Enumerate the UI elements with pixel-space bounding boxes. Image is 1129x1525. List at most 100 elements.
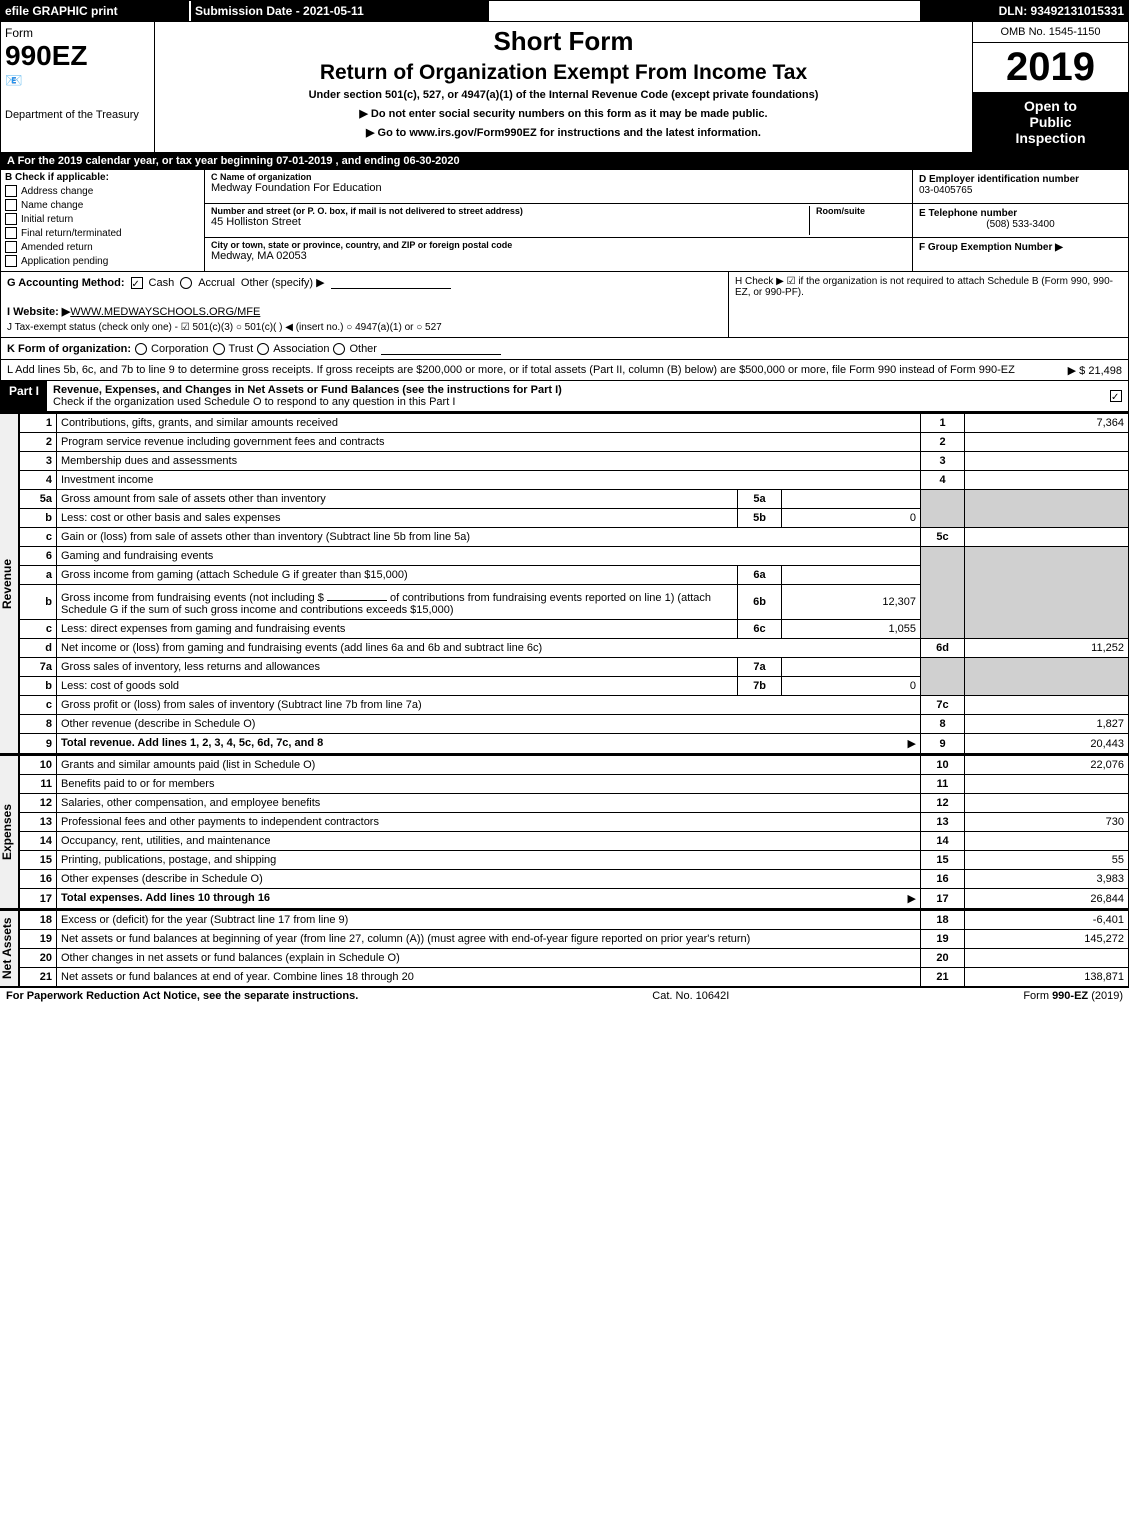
- revenue-side-label: Revenue: [0, 413, 19, 754]
- checkbox-application-pending[interactable]: [5, 255, 17, 267]
- line-2: 2Program service revenue including gover…: [20, 433, 1129, 452]
- checkbox-amended-return[interactable]: [5, 241, 17, 253]
- line-11: 11Benefits paid to or for members11: [20, 775, 1129, 794]
- d-label: D Employer identification number: [919, 174, 1122, 185]
- submission-date: Submission Date - 2021-05-11: [189, 1, 489, 21]
- line-6d: dNet income or (loss) from gaming and fu…: [20, 639, 1129, 658]
- line-12: 12Salaries, other compensation, and empl…: [20, 794, 1129, 813]
- row-gh: G Accounting Method: Cash Accrual Other …: [0, 272, 1129, 338]
- form-header: Form 990EZ 📧 Department of the Treasury …: [0, 22, 1129, 153]
- radio-association[interactable]: [257, 343, 269, 355]
- header-right: OMB No. 1545-1150 2019 Open to Public In…: [972, 22, 1128, 152]
- e-label: E Telephone number: [919, 208, 1122, 219]
- under-section: Under section 501(c), 527, or 4947(a)(1)…: [159, 89, 968, 101]
- tax-year: 2019: [973, 43, 1128, 92]
- box-c: C Name of organization Medway Foundation…: [205, 170, 912, 271]
- line-6: 6Gaming and fundraising events: [20, 547, 1129, 566]
- phone-value: (508) 533-3400: [919, 219, 1122, 230]
- row-k: K Form of organization: Corporation Trus…: [0, 338, 1129, 360]
- expenses-section: Expenses 10Grants and similar amounts pa…: [0, 754, 1129, 909]
- line-17: 17Total expenses. Add lines 10 through 1…: [20, 889, 1129, 909]
- checkbox-initial-return[interactable]: [5, 213, 17, 225]
- footer-right: Form 990-EZ (2019): [1023, 990, 1123, 1002]
- org-name: Medway Foundation For Education: [211, 182, 906, 194]
- line-5c: cGain or (loss) from sale of assets othe…: [20, 528, 1129, 547]
- g-label: G Accounting Method:: [7, 277, 125, 289]
- city-label: City or town, state or province, country…: [211, 240, 906, 250]
- l-text: L Add lines 5b, 6c, and 7b to line 9 to …: [7, 364, 1015, 376]
- line-7c: cGross profit or (loss) from sales of in…: [20, 696, 1129, 715]
- l-amount: ▶ $ 21,498: [1068, 364, 1122, 377]
- omb-number: OMB No. 1545-1150: [973, 22, 1128, 43]
- line-7a: 7aGross sales of inventory, less returns…: [20, 658, 1129, 677]
- other-specify-field[interactable]: [331, 276, 451, 289]
- checkbox-address-change[interactable]: [5, 185, 17, 197]
- line-14: 14Occupancy, rent, utilities, and mainte…: [20, 832, 1129, 851]
- f-label: F Group Exemption Number ▶: [919, 242, 1122, 253]
- i-label: I Website: ▶: [7, 306, 70, 318]
- website-link[interactable]: WWW.MEDWAYSCHOOLS.ORG/MFE: [70, 306, 260, 318]
- line-5a: 5aGross amount from sale of assets other…: [20, 490, 1129, 509]
- line-20: 20Other changes in net assets or fund ba…: [20, 949, 1129, 968]
- box-def: D Employer identification number 03-0405…: [912, 170, 1128, 271]
- no-ssn: ▶ Do not enter social security numbers o…: [159, 107, 968, 120]
- k-label: K Form of organization:: [7, 343, 131, 355]
- street-label: Number and street (or P. O. box, if mail…: [211, 206, 809, 216]
- c-label: C Name of organization: [211, 172, 906, 182]
- line-1: 1Contributions, gifts, grants, and simil…: [20, 414, 1129, 433]
- info-block: B Check if applicable: Address change Na…: [0, 170, 1129, 272]
- footer-center: Cat. No. 10642I: [652, 990, 729, 1002]
- top-bar: efile GRAPHIC print Submission Date - 20…: [0, 0, 1129, 22]
- netassets-side-label: Net Assets: [0, 910, 19, 987]
- expenses-side-label: Expenses: [0, 755, 19, 909]
- radio-corporation[interactable]: [135, 343, 147, 355]
- footer-left: For Paperwork Reduction Act Notice, see …: [6, 990, 358, 1002]
- footer: For Paperwork Reduction Act Notice, see …: [0, 987, 1129, 1004]
- box-b: B Check if applicable: Address change Na…: [1, 170, 205, 271]
- radio-trust[interactable]: [213, 343, 225, 355]
- line-16: 16Other expenses (describe in Schedule O…: [20, 870, 1129, 889]
- dln: DLN: 93492131015331: [920, 1, 1128, 21]
- line-3: 3Membership dues and assessments3: [20, 452, 1129, 471]
- radio-accrual[interactable]: [180, 277, 192, 289]
- line-18: 18Excess or (deficit) for the year (Subt…: [20, 911, 1129, 930]
- return-title: Return of Organization Exempt From Incom…: [159, 61, 968, 85]
- go-to-irs[interactable]: ▶ Go to www.irs.gov/Form990EZ for instru…: [159, 126, 968, 139]
- form-number: 990EZ: [5, 40, 150, 72]
- form-id-block: Form 990EZ 📧 Department of the Treasury: [1, 22, 155, 152]
- org-city: Medway, MA 02053: [211, 250, 906, 262]
- k-other-field[interactable]: [381, 342, 501, 355]
- line-21: 21Net assets or fund balances at end of …: [20, 968, 1129, 987]
- revenue-section: Revenue 1Contributions, gifts, grants, a…: [0, 412, 1129, 754]
- checkbox-cash[interactable]: [131, 277, 143, 289]
- box-h: H Check ▶ ☑ if the organization is not r…: [729, 272, 1128, 337]
- room-label: Room/suite: [816, 206, 906, 216]
- header-center: Short Form Return of Organization Exempt…: [155, 22, 972, 152]
- part1-header: Part I Revenue, Expenses, and Changes in…: [0, 381, 1129, 412]
- part1-label: Part I: [1, 381, 47, 411]
- checkbox-final-return[interactable]: [5, 227, 17, 239]
- line-13: 13Professional fees and other payments t…: [20, 813, 1129, 832]
- org-street: 45 Holliston Street: [211, 216, 809, 228]
- line-4: 4Investment income4: [20, 471, 1129, 490]
- j-line: J Tax-exempt status (check only one) - ☑…: [7, 322, 722, 333]
- line-19: 19Net assets or fund balances at beginni…: [20, 930, 1129, 949]
- dept-treasury: Department of the Treasury: [5, 109, 150, 121]
- row-l: L Add lines 5b, 6c, and 7b to line 9 to …: [0, 360, 1129, 381]
- part1-title: Revenue, Expenses, and Changes in Net As…: [53, 384, 562, 396]
- form-word: Form: [5, 26, 150, 40]
- line-8: 8Other revenue (describe in Schedule O)8…: [20, 715, 1129, 734]
- ein-value: 03-0405765: [919, 185, 1122, 196]
- efile-print[interactable]: efile GRAPHIC print: [1, 1, 189, 21]
- checkbox-name-change[interactable]: [5, 199, 17, 211]
- calendar-year: A For the 2019 calendar year, or tax yea…: [0, 153, 1129, 170]
- line-15: 15Printing, publications, postage, and s…: [20, 851, 1129, 870]
- short-form-title: Short Form: [159, 26, 968, 57]
- checkbox-schedule-o[interactable]: [1110, 390, 1122, 402]
- line-9: 9Total revenue. Add lines 1, 2, 3, 4, 5c…: [20, 734, 1129, 754]
- netassets-section: Net Assets 18Excess or (deficit) for the…: [0, 909, 1129, 987]
- open-public: Open to Public Inspection: [973, 92, 1128, 152]
- radio-other[interactable]: [333, 343, 345, 355]
- line-10: 10Grants and similar amounts paid (list …: [20, 756, 1129, 775]
- box-b-heading: B Check if applicable:: [5, 172, 200, 183]
